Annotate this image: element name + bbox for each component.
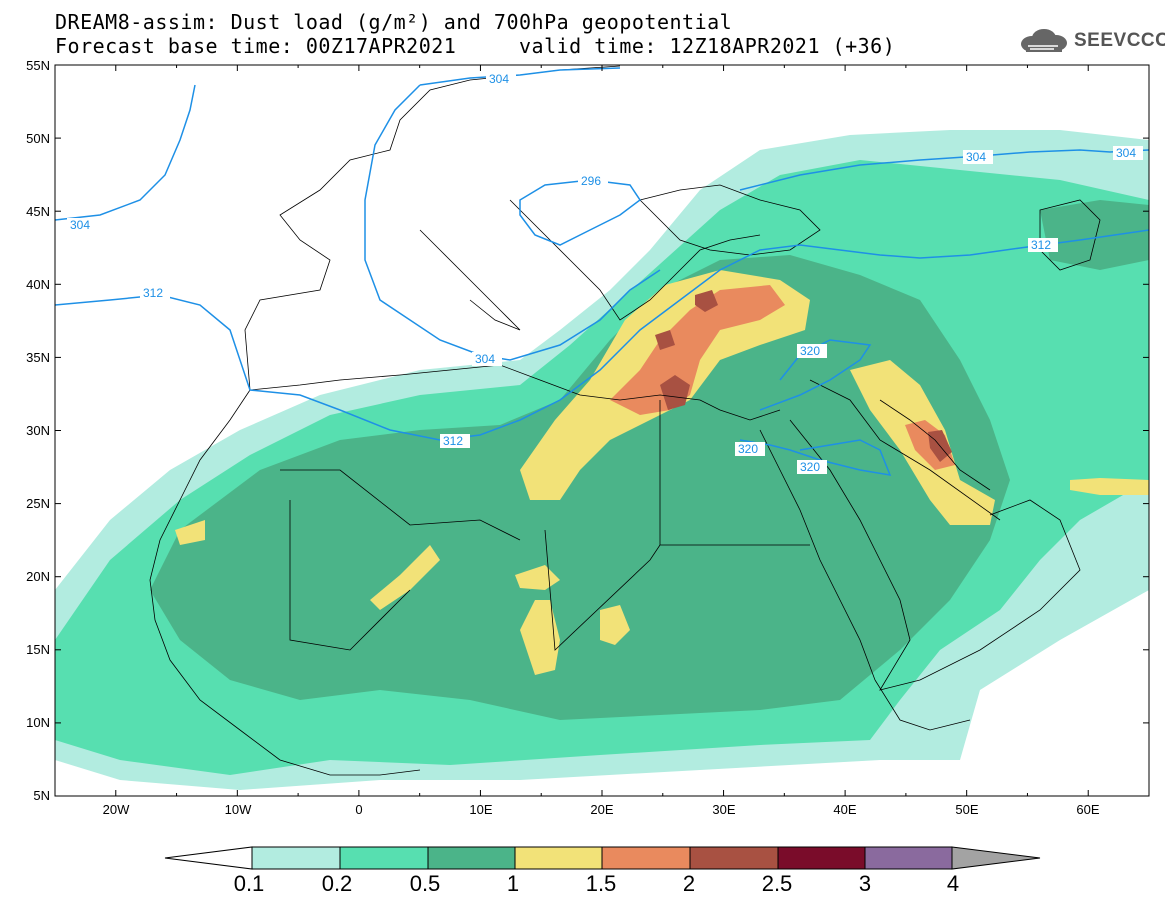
colorbar-tick-label: 2.5 [762,871,793,896]
colorbar-tick-label: 1.5 [586,871,617,896]
colorbar-bin [689,846,779,870]
coastline-west-africa [149,389,421,776]
contour-label: 320 [738,442,758,456]
border-mali [289,500,411,651]
contour-label: 304 [1116,146,1136,160]
colorbar-over-arrow [951,846,1041,870]
lat-label: 10N [26,715,50,730]
colorbar-bin [514,846,603,870]
dust-area-2 [655,290,718,410]
coastline-gulf [879,399,991,491]
lon-label: 10W [225,802,252,817]
contour-label: 296 [581,174,601,188]
colorbar-tick-label: 0.5 [410,871,441,896]
longitude-axis: 20W 10W 0 10E 20E 30E 40E 50E 60E [103,802,1100,817]
contour-label: 304 [489,72,509,86]
lat-label: 50N [26,131,50,146]
colorbar-tick-label: 1 [507,871,519,896]
colorbar-tick-label: 0.2 [322,871,353,896]
dust-area-0.5 [150,255,1010,720]
contour-296 [519,179,642,246]
contour-label: 312 [1031,238,1051,252]
lon-label: 40E [833,802,856,817]
dust-area-1.5 [610,285,785,415]
latitude-axis: 55N 50N 45N 40N 35N 30N 25N 20N 15N 10N … [26,58,50,803]
border-chad-sudan [544,529,661,651]
dust-area-0.5-caspian [1040,200,1149,270]
lat-label: 25N [26,496,50,511]
contour-label: 312 [143,286,163,300]
colorbar-under-arrow [164,846,253,870]
contour-label: 304 [966,150,986,164]
map-title: DREAM8-assim: Dust load (g/m²) and 700hP… [55,10,733,34]
lat-label: 30N [26,423,50,438]
contour-label: 304 [475,352,495,366]
contour-labels: 304 304 304 296 312 312 304 312 320 320 … [67,72,1143,474]
colorbar-bin [864,846,953,870]
contour-label: 304 [70,218,90,232]
lon-label: 10E [469,802,492,817]
lon-label: 0 [355,802,362,817]
lon-label: 50E [955,802,978,817]
contour-320-south [739,439,892,476]
contour-304-central [364,67,661,361]
contour-312 [55,229,1149,441]
forecast-time-line: Forecast base time: 00Z17APR2021 valid t… [55,34,896,58]
lon-label: 20W [103,802,130,817]
lon-label: 20E [590,802,613,817]
coastline-east-africa [874,679,971,731]
lat-label: 5N [33,788,50,803]
colorbar-tick-label: 0.1 [234,871,265,896]
colorbar-bin [427,846,516,870]
coastline-mediterranean-south [249,364,781,421]
colorbar-bin [777,846,866,870]
lat-label: 55N [26,58,50,73]
logo-text: SEEVCCC [1074,30,1165,51]
lon-label: 60E [1076,802,1099,817]
coastline-black-sea [639,184,821,256]
coastline-arabia [789,419,1081,691]
colorbar-bin [251,846,341,870]
coastline-red-sea [759,429,876,681]
dust-field [55,130,1149,790]
lat-label: 20N [26,569,50,584]
colorbar-tick-label: 2 [683,871,695,896]
contour-label: 312 [443,434,463,448]
lat-label: 15N [26,642,50,657]
coastline-balkans [509,199,761,321]
colorbar-bin [601,846,691,870]
cloud-icon [1021,29,1067,52]
colorbar: 0.1 0.2 0.5 1 1.5 2 2.5 3 4 [164,846,1041,896]
seevccc-logo: SEEVCCC [1018,28,1165,54]
border-algeria [280,469,521,541]
contour-label: 320 [800,460,820,474]
contour-label: 320 [800,344,820,358]
contour-304-west [55,84,196,221]
colorbar-tick-label: 4 [947,871,959,896]
border-iraq-saudi [809,379,1001,521]
colorbar-tick-label: 3 [859,871,871,896]
lon-label: 30E [712,802,735,817]
coastline-italy [419,229,521,331]
colorbar-bin [339,846,429,870]
lat-label: 40N [26,277,50,292]
lat-label: 35N [26,350,50,365]
lat-label: 45N [26,204,50,219]
